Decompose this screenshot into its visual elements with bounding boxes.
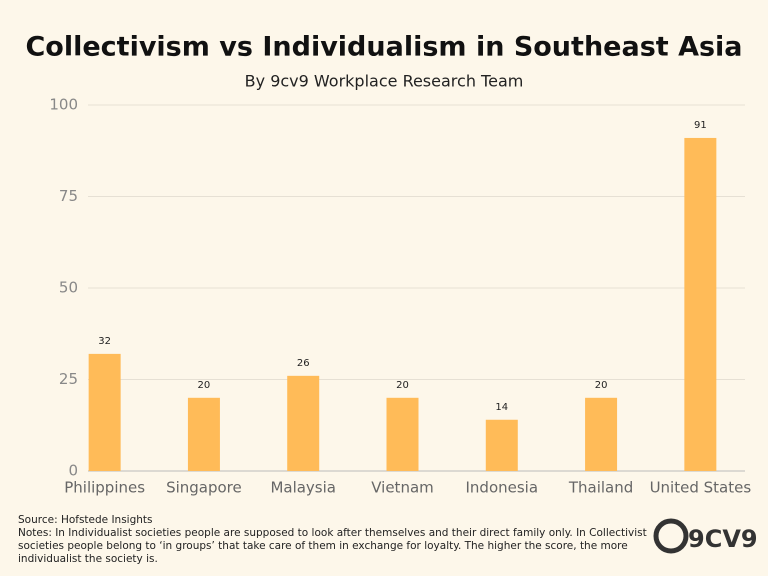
logo: 9CV9 — [653, 518, 758, 554]
chart-title: Collectivism vs Individualism in Southea… — [25, 32, 742, 63]
y-tick-label: 50 — [59, 279, 78, 297]
value-label: 20 — [396, 380, 409, 391]
y-tick-label: 25 — [59, 370, 78, 388]
x-tick-label: Thailand — [568, 479, 633, 497]
bar — [187, 397, 220, 471]
value-label: 20 — [595, 380, 608, 391]
bar — [386, 397, 419, 471]
notes-block: Source: Hofstede Insights Notes: In Indi… — [18, 514, 648, 566]
logo-icon — [653, 518, 689, 554]
x-tick-label: Philippines — [64, 479, 145, 497]
bar — [485, 419, 518, 471]
bar — [684, 137, 717, 471]
y-tick-label: 100 — [49, 96, 78, 114]
value-label: 26 — [297, 358, 310, 369]
bar — [88, 353, 121, 471]
notes: Notes: In Individualist societies people… — [18, 527, 647, 565]
source: Source: Hofstede Insights — [18, 514, 153, 526]
value-label: 14 — [495, 402, 508, 413]
value-label: 32 — [98, 336, 111, 347]
x-tick-label: Indonesia — [466, 479, 539, 497]
value-label: 91 — [694, 120, 707, 131]
x-tick-label: Malaysia — [270, 479, 336, 497]
value-label: 20 — [198, 380, 211, 391]
y-tick-label: 0 — [68, 462, 78, 480]
y-tick-label: 75 — [59, 187, 78, 205]
chart-subtitle: By 9cv9 Workplace Research Team — [245, 72, 524, 91]
x-tick-label: Vietnam — [371, 479, 434, 497]
x-tick-label: United States — [650, 479, 752, 497]
logo-text: 9CV9 — [688, 525, 758, 553]
bar — [585, 397, 618, 471]
bar — [287, 375, 320, 471]
x-tick-label: Singapore — [166, 479, 242, 497]
